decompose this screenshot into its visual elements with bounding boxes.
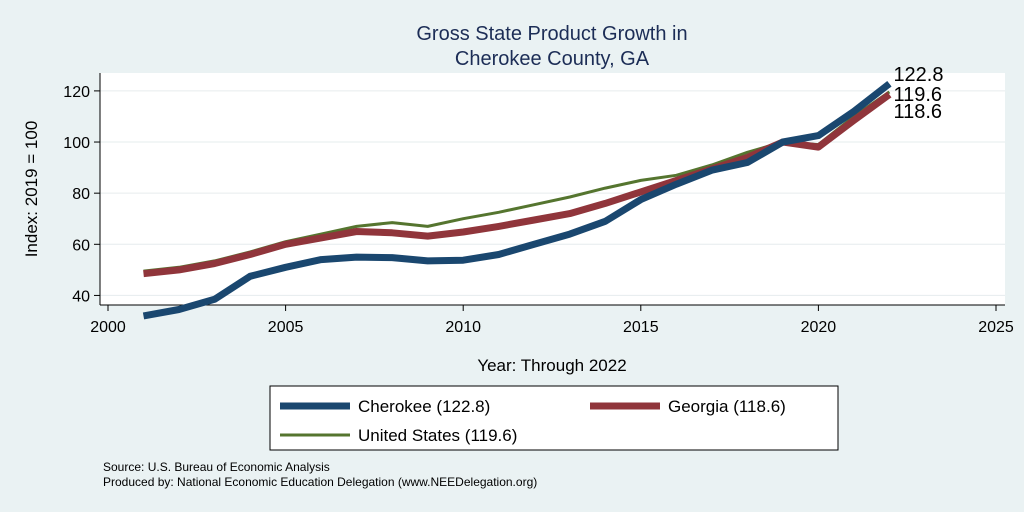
legend-label-georgia: Georgia (118.6) xyxy=(668,397,786,416)
end-label-cherokee: 122.8 xyxy=(893,64,943,86)
legend-label-united-states: United States (119.6) xyxy=(358,426,517,445)
y-tick-label-80: 80 xyxy=(72,186,90,203)
axes: 40 60 80 100 120 2000 2005 2010 2015 2020 2025 xyxy=(63,73,1014,336)
end-label-georgia: 118.6 xyxy=(893,101,942,123)
x-tick-label-2015: 2015 xyxy=(623,319,659,336)
series-line-cherokee xyxy=(142,80,892,320)
producer-note: Produced by: National Economic Education… xyxy=(103,475,537,489)
y-tick-label-100: 100 xyxy=(63,135,90,152)
chart-title-line-2: Cherokee County, GA xyxy=(455,48,650,70)
x-tick-label-2020: 2020 xyxy=(801,319,837,336)
y-tick-label-120: 120 xyxy=(63,84,90,101)
x-tick-label-2005: 2005 xyxy=(268,319,304,336)
end-label-united-states: 119.6 xyxy=(893,84,942,106)
y-axis-title: Index: 2019 = 100 xyxy=(22,121,41,258)
x-axis-title: Year: Through 2022 xyxy=(477,356,626,375)
x-tick-label-2000: 2000 xyxy=(90,319,126,336)
legend-label-cherokee: Cherokee (122.8) xyxy=(358,397,490,416)
x-tick-label-2025: 2025 xyxy=(978,319,1014,336)
chart-title-line-1: Gross State Product Growth in xyxy=(416,23,687,45)
gridlines xyxy=(100,90,1005,296)
y-tick-label-60: 60 xyxy=(72,237,90,254)
source-note: Source: U.S. Bureau of Economic Analysis xyxy=(103,460,330,474)
x-tick-label-2010: 2010 xyxy=(445,319,481,336)
legend-box xyxy=(269,385,839,451)
y-tick-label-40: 40 xyxy=(72,288,90,305)
series-lines xyxy=(142,80,892,320)
